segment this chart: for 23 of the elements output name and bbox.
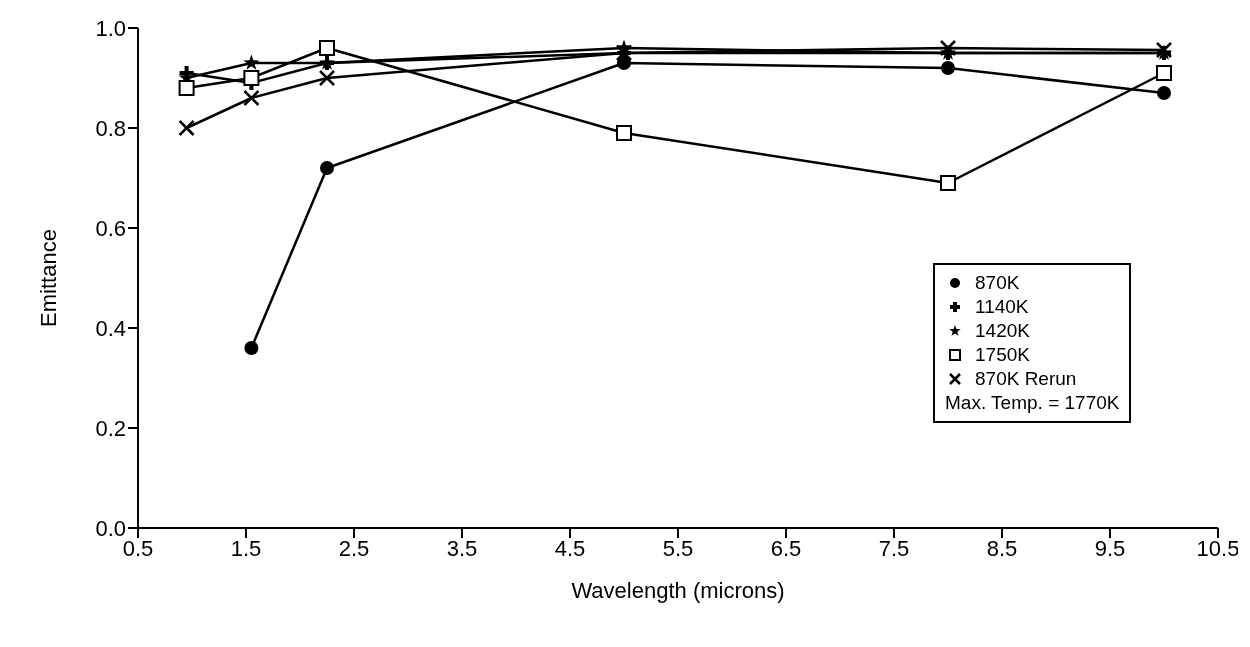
y-tick-label: 1.0 <box>95 15 126 41</box>
x-axis-title: Wavelength (microns) <box>571 578 785 603</box>
legend-label: 870K Rerun <box>975 367 1077 391</box>
legend-label: 1140K <box>975 295 1029 319</box>
legend-label: 1750K <box>975 343 1030 367</box>
x-tick-label: 3.5 <box>446 535 478 561</box>
x-tick-label: 8.5 <box>986 535 1018 561</box>
y-tick-label: 0.2 <box>95 415 126 441</box>
y-tick-label: 0.8 <box>95 115 126 141</box>
legend-label: 870K <box>975 271 1020 295</box>
y-axis-title: Emittance <box>35 229 61 327</box>
x-tick-label: 2.5 <box>338 535 370 561</box>
y-tick-label: 0.6 <box>95 215 126 241</box>
x-tick-label: 7.5 <box>878 535 910 561</box>
legend-label: 1420K <box>975 319 1030 343</box>
x-tick-label: 9.5 <box>1094 535 1126 561</box>
x-tick-label: 1.5 <box>230 535 262 561</box>
y-tick-label: 0.4 <box>95 315 126 341</box>
x-tick-label: 4.5 <box>554 535 586 561</box>
annotation: Max. Temp. = 1770K <box>945 391 1120 415</box>
x-tick-label: 10.5 <box>1196 535 1240 561</box>
x-tick-label: 6.5 <box>770 535 802 561</box>
x-tick-label: 5.5 <box>662 535 694 561</box>
